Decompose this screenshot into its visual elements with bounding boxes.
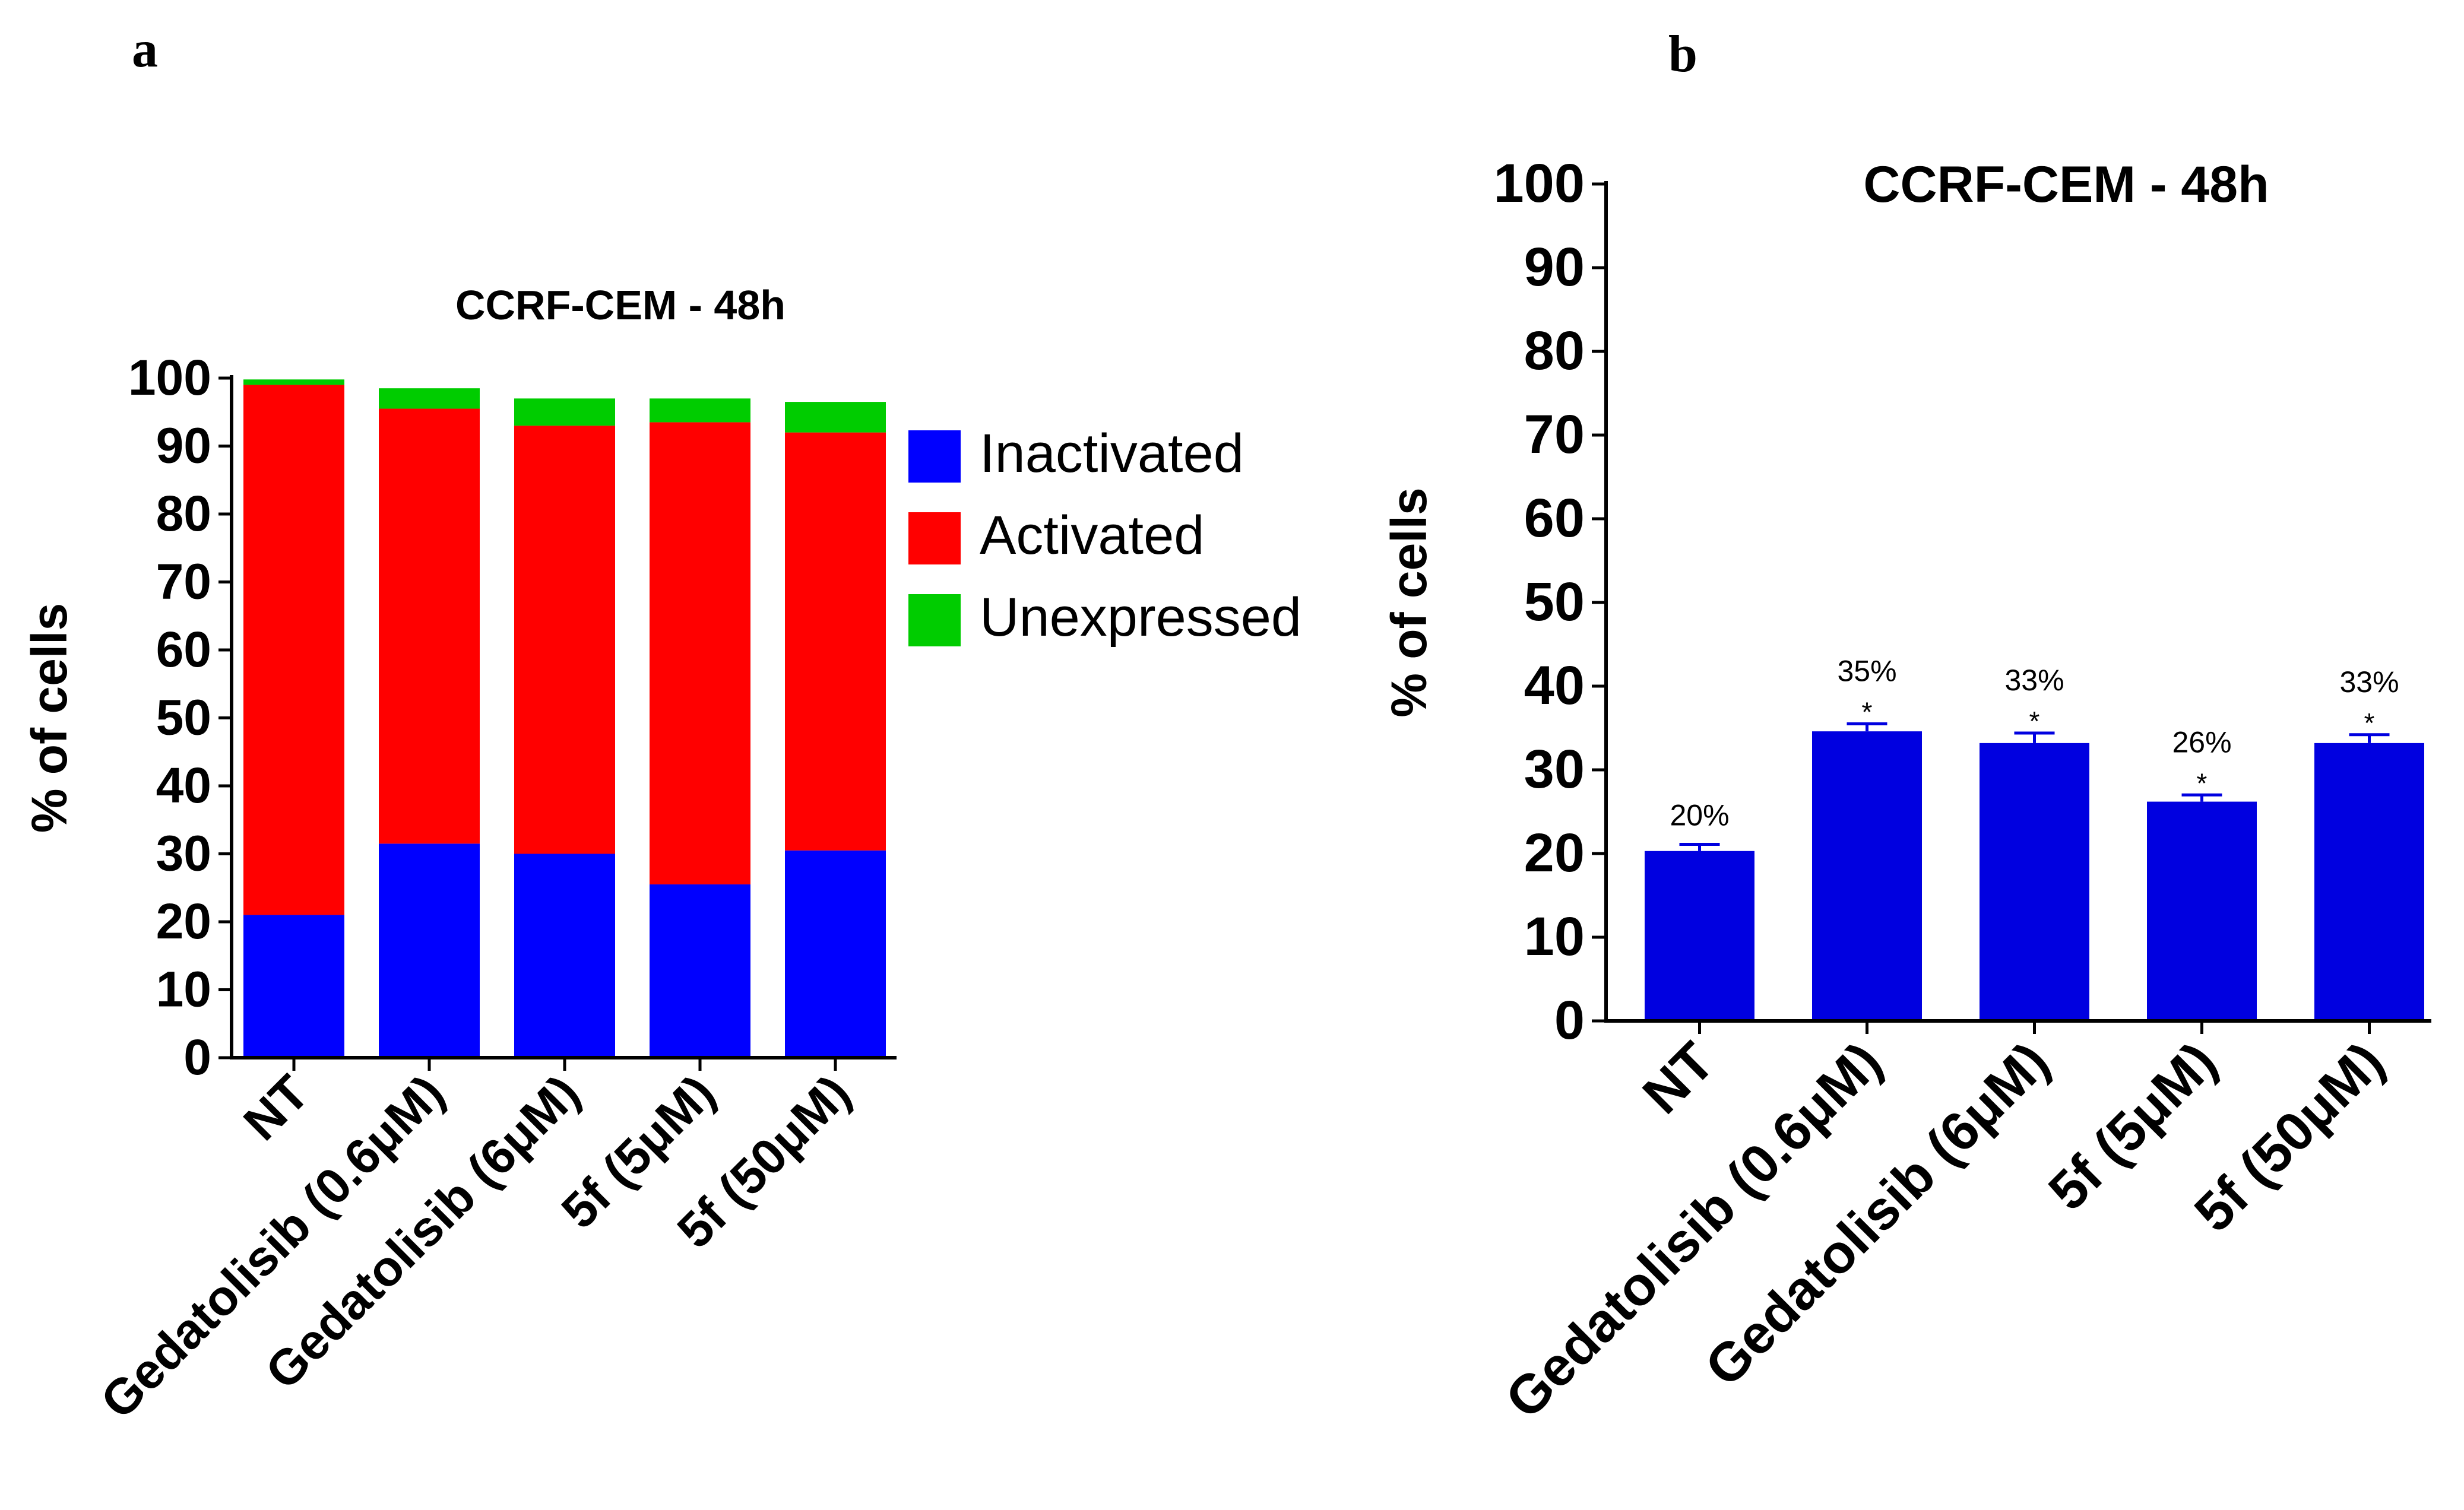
chart-a-bar-activated-3 xyxy=(650,422,750,885)
chart-b-data-label-0: 20% xyxy=(1670,798,1729,832)
panel-label-b: b xyxy=(1668,26,1697,83)
chart-a-legend-swatch-0 xyxy=(908,430,961,483)
chart-a-bar-unexpressed-3 xyxy=(650,398,750,423)
chart-a-bar-activated-4 xyxy=(785,432,886,851)
chart-a-ytick-label-5: 50 xyxy=(156,690,211,746)
chart-b-ytick-label-6: 60 xyxy=(1524,488,1585,548)
chart-a-ytick-label-4: 40 xyxy=(156,757,211,813)
chart-b-bar-0 xyxy=(1645,851,1754,1021)
chart-b-ytick-label-5: 50 xyxy=(1524,572,1585,632)
chart-a-legend-label-2: Unexpressed xyxy=(980,587,1301,648)
chart-b-bar-4 xyxy=(2314,743,2424,1021)
chart-b-data-label-3: 26% xyxy=(2172,725,2231,759)
chart-b-ytick-label-2: 20 xyxy=(1524,823,1585,883)
chart-b-significance-3: * xyxy=(2197,767,2208,798)
chart-b-ytick-label-7: 70 xyxy=(1524,404,1585,465)
chart-a-title: CCRF-CEM - 48h xyxy=(455,282,786,328)
chart-b-data-label-1: 35% xyxy=(1837,654,1896,687)
chart-b-ytick-label-10: 100 xyxy=(1494,153,1585,214)
chart-a-bar-activated-0 xyxy=(243,385,344,915)
chart-a-bar-unexpressed-2 xyxy=(514,398,615,426)
chart-b-data-label-2: 33% xyxy=(2004,664,2064,697)
chart-b-ytick-label-4: 40 xyxy=(1524,655,1585,716)
chart-b-ytick-label-1: 10 xyxy=(1524,906,1585,967)
chart-b-bar-2 xyxy=(1980,743,2089,1021)
chart-a-bar-unexpressed-4 xyxy=(785,402,886,433)
chart-a-bar-unexpressed-1 xyxy=(379,388,480,409)
chart-a-bar-inactivated-0 xyxy=(243,915,344,1058)
chart-a-bar-activated-1 xyxy=(379,408,480,844)
chart-a-bar-inactivated-1 xyxy=(379,843,480,1058)
chart-a-ytick-label-1: 10 xyxy=(156,962,211,1017)
chart-b-ytick-label-3: 30 xyxy=(1524,739,1585,800)
chart-a-ytick-label-0: 0 xyxy=(183,1029,211,1085)
chart-a-ytick-label-10: 100 xyxy=(128,350,211,405)
chart-a-ytick-label-7: 70 xyxy=(156,554,211,610)
chart-b-ytick-label-8: 80 xyxy=(1524,321,1585,381)
chart-b-significance-2: * xyxy=(2029,706,2040,737)
chart-b-title: CCRF-CEM - 48h xyxy=(1863,156,2269,213)
chart-a-bar-inactivated-3 xyxy=(650,884,750,1058)
chart-a-legend-label-1: Activated xyxy=(980,505,1204,566)
chart-a-bar-unexpressed-0 xyxy=(243,379,344,385)
chart-a-legend-swatch-1 xyxy=(908,512,961,564)
chart-b-significance-4: * xyxy=(2364,708,2375,738)
chart-a-ytick-label-2: 20 xyxy=(156,893,211,949)
chart-a-legend-swatch-2 xyxy=(908,594,961,646)
chart-a-xtick-label-0: NT xyxy=(233,1064,319,1151)
chart-b-data-label-4: 33% xyxy=(2339,665,2399,699)
chart-a-bar-activated-2 xyxy=(514,426,615,854)
chart-b-xtick-label-0: NT xyxy=(1632,1031,1726,1125)
chart-b-ylabel: % of cells xyxy=(1381,487,1437,717)
chart-a-ytick-label-8: 80 xyxy=(156,486,211,541)
panel-label-a: a xyxy=(132,21,158,78)
chart-a-ylabel: % of cells xyxy=(21,603,77,833)
chart-b-bar-1 xyxy=(1812,731,1922,1021)
chart-a-ytick-label-6: 60 xyxy=(156,621,211,677)
chart-a-bar-inactivated-4 xyxy=(785,850,886,1058)
chart-a-bar-inactivated-2 xyxy=(514,854,615,1058)
chart-b-bar-3 xyxy=(2147,801,2257,1021)
chart-b-bar: CCRF-CEM - 48h% of cells20%NT*35%Gedatol… xyxy=(1381,153,2431,1430)
chart-b-ytick-label-9: 90 xyxy=(1524,237,1585,297)
chart-a-ytick-label-3: 30 xyxy=(156,826,211,881)
chart-a-ytick-label-9: 90 xyxy=(156,418,211,474)
chart-b-ytick-label-0: 0 xyxy=(1554,990,1585,1051)
chart-a-legend-label-0: Inactivated xyxy=(980,423,1244,484)
chart-b-significance-1: * xyxy=(1862,696,1873,727)
